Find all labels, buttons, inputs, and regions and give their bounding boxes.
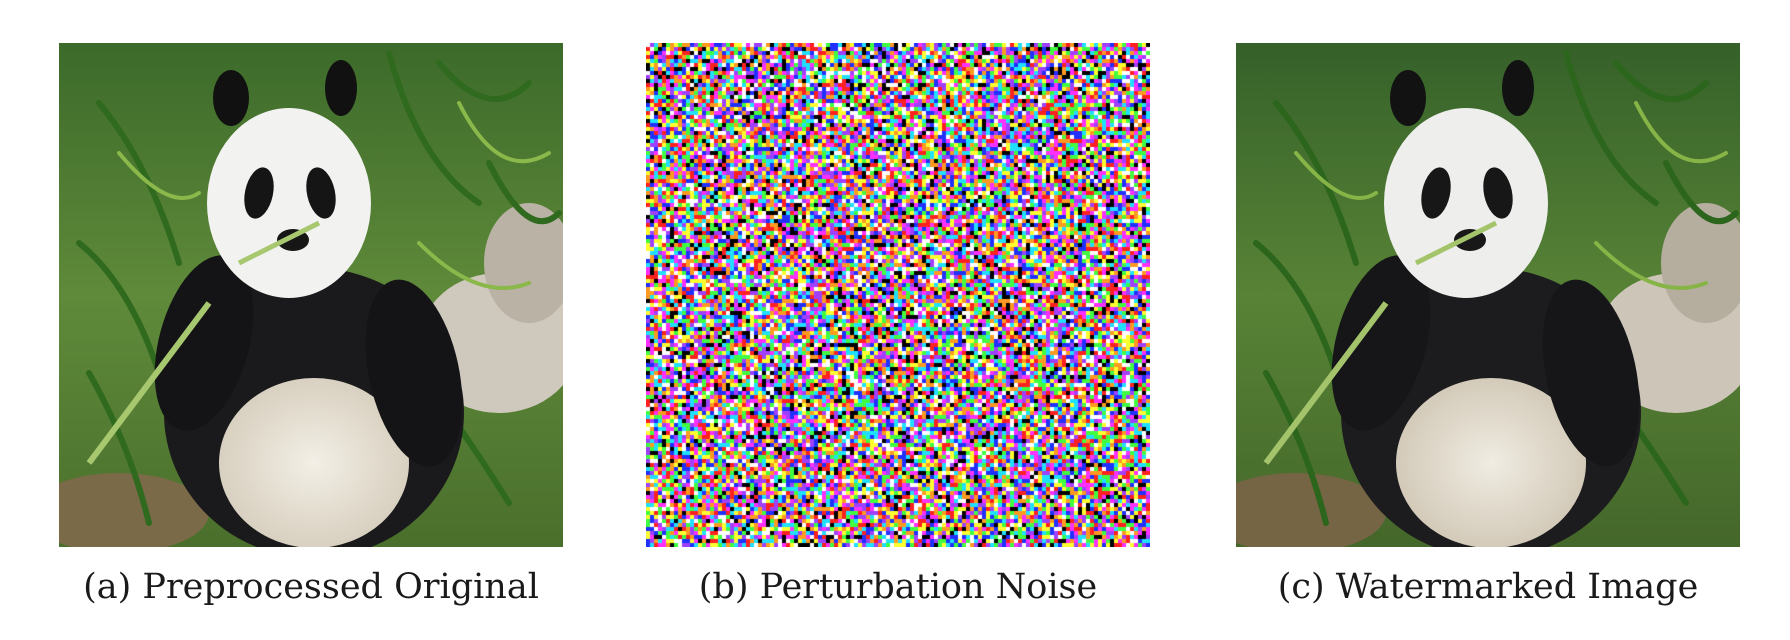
watermarked-image (1236, 43, 1740, 547)
noise-image (646, 43, 1150, 547)
caption-original: (a) Preprocessed Original (83, 567, 539, 607)
panda-photo-original (59, 43, 563, 547)
caption-noise: (b) Perturbation Noise (698, 567, 1098, 607)
panel-original: (a) Preprocessed Original (59, 43, 563, 607)
caption-watermarked: (c) Watermarked Image (1277, 567, 1699, 607)
original-image (59, 43, 563, 547)
panel-noise: (b) Perturbation Noise (646, 43, 1150, 607)
perturbation-noise-canvas (646, 43, 1150, 547)
panel-watermarked: (c) Watermarked Image (1236, 43, 1740, 607)
panda-photo-watermarked (1236, 43, 1740, 547)
